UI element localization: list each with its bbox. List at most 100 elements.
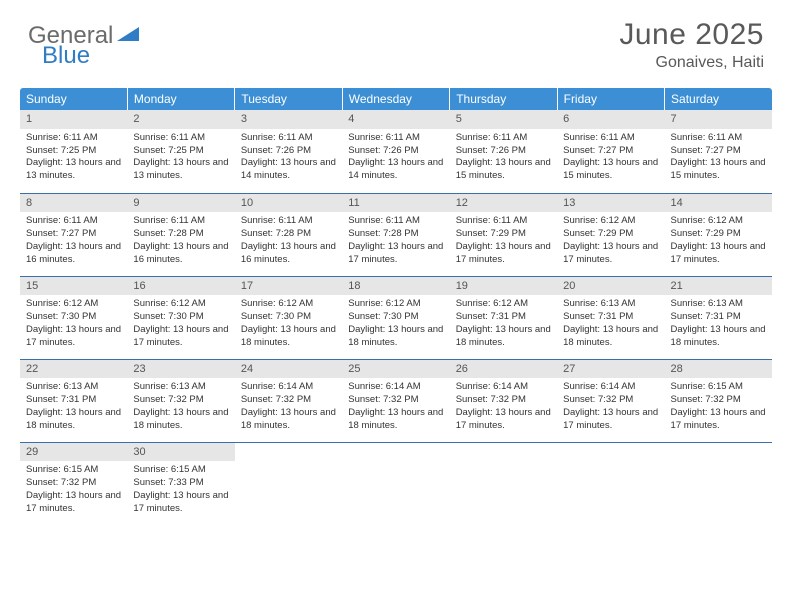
daylight-text: Daylight: 13 hours and 17 minutes. [671, 407, 766, 433]
day-number: 13 [557, 194, 664, 213]
day-number: 22 [20, 360, 127, 379]
title-block: June 2025 Gonaives, Haiti [619, 18, 764, 72]
calendar-cell: 12 Sunrise: 6:11 AMSunset: 7:29 PMDayligh… [450, 193, 557, 276]
daylight-text: Daylight: 13 hours and 18 minutes. [241, 324, 336, 350]
calendar-cell: 4Sunrise: 6:11 AMSunset: 7:26 PMDaylight… [342, 110, 449, 193]
sunset-text: Sunset: 7:26 PM [456, 145, 551, 158]
calendar-cell: 20Sunrise: 6:13 AMSunset: 7:31 PMDayligh… [557, 276, 664, 359]
sunrise-text: Sunrise: 6:11 AM [671, 132, 766, 145]
sunset-text: Sunset: 7:33 PM [133, 477, 228, 490]
calendar-cell: 7Sunrise: 6:11 AMSunset: 7:27 PMDaylight… [665, 110, 772, 193]
day-details: Sunrise: 6:11 AMSunset: 7:26 PMDaylight:… [450, 129, 557, 187]
day-details: Sunrise: 6:15 AMSunset: 7:32 PMDaylight:… [20, 461, 127, 519]
daylight-text: Daylight: 13 hours and 14 minutes. [241, 157, 336, 183]
day-number: 21 [665, 277, 772, 296]
sunset-text: Sunset: 7:31 PM [26, 394, 121, 407]
logo-triangle-icon [117, 27, 139, 43]
calendar-cell: 24Sunrise: 6:14 AMSunset: 7:32 PMDayligh… [235, 359, 342, 442]
sunset-text: Sunset: 7:32 PM [348, 394, 443, 407]
calendar-row: 29Sunrise: 6:15 AMSunset: 7:32 PMDayligh… [20, 442, 772, 525]
sunset-text: Sunset: 7:31 PM [671, 311, 766, 324]
sunrise-text: Sunrise: 6:14 AM [348, 381, 443, 394]
sunset-text: Sunset: 7:30 PM [348, 311, 443, 324]
day-details: Sunrise: 6:11 AMSunset: 7:27 PMDaylight:… [557, 129, 664, 187]
day-number: 16 [127, 277, 234, 296]
sunset-text: Sunset: 7:29 PM [456, 228, 551, 241]
day-number: 19 [450, 277, 557, 296]
day-number: 30 [127, 443, 234, 462]
day-details: Sunrise: 6:11 AMSunset: 7:25 PMDaylight:… [20, 129, 127, 187]
day-number: 9 [127, 194, 234, 213]
day-details: Sunrise: 6:13 AMSunset: 7:31 PMDaylight:… [557, 295, 664, 353]
daylight-text: Daylight: 13 hours and 14 minutes. [348, 157, 443, 183]
sunrise-text: Sunrise: 6:11 AM [241, 132, 336, 145]
sunset-text: Sunset: 7:29 PM [563, 228, 658, 241]
calendar-cell [450, 442, 557, 525]
day-number: 6 [557, 110, 664, 129]
daylight-text: Daylight: 13 hours and 16 minutes. [26, 241, 121, 267]
day-details: Sunrise: 6:11 AMSunset: 7:28 PMDaylight:… [235, 212, 342, 270]
calendar-cell: 9Sunrise: 6:11 AMSunset: 7:28 PMDaylight… [127, 193, 234, 276]
daylight-text: Daylight: 13 hours and 15 minutes. [671, 157, 766, 183]
calendar-cell: 3Sunrise: 6:11 AMSunset: 7:26 PMDaylight… [235, 110, 342, 193]
sunrise-text: Sunrise: 6:14 AM [563, 381, 658, 394]
sunrise-text: Sunrise: 6:12 AM [348, 298, 443, 311]
day-details: Sunrise: 6:14 AMSunset: 7:32 PMDaylight:… [235, 378, 342, 436]
day-number: 27 [557, 360, 664, 379]
day-details: Sunrise: 6:11 AMSunset: 7:25 PMDaylight:… [127, 129, 234, 187]
page-header: General June 2025 Gonaives, Haiti [0, 0, 792, 80]
calendar-table: Sunday Monday Tuesday Wednesday Thursday… [20, 88, 772, 525]
weekday-header: Saturday [665, 88, 772, 110]
day-number: 23 [127, 360, 234, 379]
sunrise-text: Sunrise: 6:15 AM [133, 464, 228, 477]
sunset-text: Sunset: 7:32 PM [26, 477, 121, 490]
day-number: 4 [342, 110, 449, 129]
calendar-cell: 23Sunrise: 6:13 AMSunset: 7:32 PMDayligh… [127, 359, 234, 442]
day-number: 11 [342, 194, 449, 213]
day-details: Sunrise: 6:12 AMSunset: 7:30 PMDaylight:… [127, 295, 234, 353]
weekday-header: Thursday [450, 88, 557, 110]
day-details: Sunrise: 6:12 AMSunset: 7:30 PMDaylight:… [20, 295, 127, 353]
calendar-cell: 19Sunrise: 6:12 AMSunset: 7:31 PMDayligh… [450, 276, 557, 359]
sunrise-text: Sunrise: 6:11 AM [26, 215, 121, 228]
weekday-header: Wednesday [342, 88, 449, 110]
daylight-text: Daylight: 13 hours and 18 minutes. [133, 407, 228, 433]
sunrise-text: Sunrise: 6:15 AM [26, 464, 121, 477]
day-number: 12 [450, 194, 557, 213]
calendar-cell [235, 442, 342, 525]
calendar-cell: 29Sunrise: 6:15 AMSunset: 7:32 PMDayligh… [20, 442, 127, 525]
sunset-text: Sunset: 7:28 PM [133, 228, 228, 241]
sunrise-text: Sunrise: 6:13 AM [133, 381, 228, 394]
daylight-text: Daylight: 13 hours and 17 minutes. [133, 490, 228, 516]
calendar-cell: 25Sunrise: 6:14 AMSunset: 7:32 PMDayligh… [342, 359, 449, 442]
sunset-text: Sunset: 7:30 PM [241, 311, 336, 324]
sunrise-text: Sunrise: 6:11 AM [456, 132, 551, 145]
sunrise-text: Sunrise: 6:12 AM [456, 298, 551, 311]
day-number: 5 [450, 110, 557, 129]
calendar-cell: 21Sunrise: 6:13 AMSunset: 7:31 PMDayligh… [665, 276, 772, 359]
calendar-row: 22Sunrise: 6:13 AMSunset: 7:31 PMDayligh… [20, 359, 772, 442]
daylight-text: Daylight: 13 hours and 17 minutes. [348, 241, 443, 267]
sunset-text: Sunset: 7:25 PM [133, 145, 228, 158]
calendar-row: 8Sunrise: 6:11 AMSunset: 7:27 PMDaylight… [20, 193, 772, 276]
day-details: Sunrise: 6:14 AMSunset: 7:32 PMDaylight:… [342, 378, 449, 436]
calendar-cell: 28Sunrise: 6:15 AMSunset: 7:32 PMDayligh… [665, 359, 772, 442]
sunrise-text: Sunrise: 6:13 AM [563, 298, 658, 311]
daylight-text: Daylight: 13 hours and 18 minutes. [348, 324, 443, 350]
sunrise-text: Sunrise: 6:11 AM [456, 215, 551, 228]
daylight-text: Daylight: 13 hours and 18 minutes. [26, 407, 121, 433]
day-details: Sunrise: 6:11 AMSunset: 7:28 PMDaylight:… [127, 212, 234, 270]
sunrise-text: Sunrise: 6:12 AM [241, 298, 336, 311]
daylight-text: Daylight: 13 hours and 17 minutes. [456, 241, 551, 267]
sunrise-text: Sunrise: 6:12 AM [671, 215, 766, 228]
calendar-cell: 15Sunrise: 6:12 AMSunset: 7:30 PMDayligh… [20, 276, 127, 359]
sunset-text: Sunset: 7:32 PM [456, 394, 551, 407]
calendar-cell: 10Sunrise: 6:11 AMSunset: 7:28 PMDayligh… [235, 193, 342, 276]
daylight-text: Daylight: 13 hours and 18 minutes. [241, 407, 336, 433]
day-details: Sunrise: 6:11 AMSunset: 7:26 PMDaylight:… [342, 129, 449, 187]
calendar-cell: 13Sunrise: 6:12 AMSunset: 7:29 PMDayligh… [557, 193, 664, 276]
sunset-text: Sunset: 7:27 PM [671, 145, 766, 158]
weekday-header: Friday [557, 88, 664, 110]
weekday-row: Sunday Monday Tuesday Wednesday Thursday… [20, 88, 772, 110]
day-details: Sunrise: 6:11 AMSunset: 7:26 PMDaylight:… [235, 129, 342, 187]
